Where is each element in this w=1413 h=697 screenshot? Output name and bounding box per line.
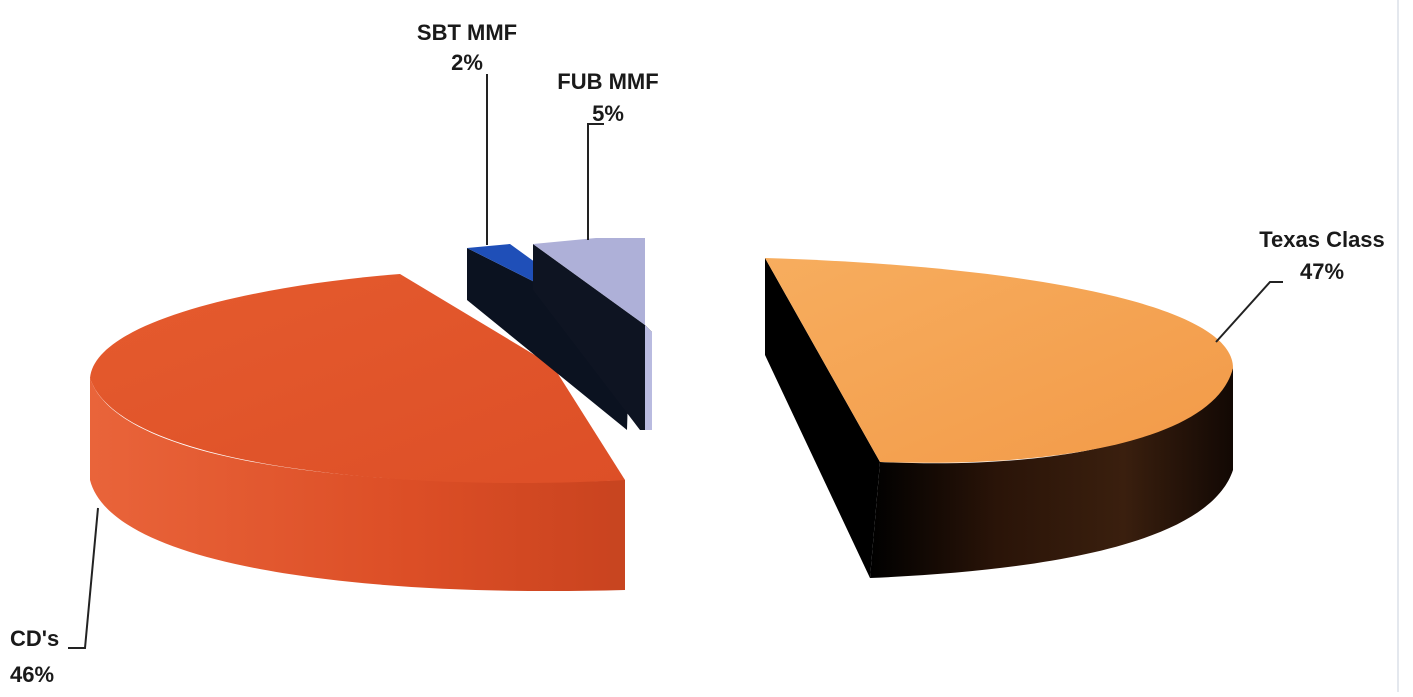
slice-cds-front-face xyxy=(610,480,625,590)
slice-fub-mmf-top xyxy=(533,238,645,325)
label-cds-percent: 46% xyxy=(10,662,54,687)
label-texas-class-percent: 47% xyxy=(1300,259,1344,284)
slice-texas-class xyxy=(765,258,1233,578)
slice-fub-mmf-side xyxy=(533,244,652,430)
leader-line-fub-mmf xyxy=(587,123,604,240)
slice-labels: SBT MMF 2% FUB MMF 5% Texas Class 47% CD… xyxy=(10,20,1385,687)
slice-cds-top xyxy=(90,274,625,484)
leader-lines xyxy=(68,74,1283,649)
slice-fub-mmf-side-edge xyxy=(645,325,652,430)
slice-cds xyxy=(90,274,625,592)
label-fub-mmf-name: FUB MMF xyxy=(557,69,658,94)
label-sbt-mmf-name: SBT MMF xyxy=(417,20,517,45)
slice-fub-mmf xyxy=(533,238,652,430)
slice-texas-class-top xyxy=(765,258,1233,463)
leader-line-texas-class xyxy=(1215,281,1283,343)
leader-line-cds xyxy=(68,507,99,649)
slice-texas-class-side-left xyxy=(765,258,880,578)
slice-texas-class-side-curve xyxy=(870,368,1233,578)
label-texas-class-name: Texas Class xyxy=(1259,227,1385,252)
scan-edge-line xyxy=(1397,0,1399,692)
slice-cds-side xyxy=(90,378,625,592)
label-sbt-mmf-percent: 2% xyxy=(451,50,483,75)
label-cds-name: CD's xyxy=(10,626,59,651)
slice-sbt-mmf-side xyxy=(467,248,630,430)
label-fub-mmf-percent: 5% xyxy=(592,101,624,126)
